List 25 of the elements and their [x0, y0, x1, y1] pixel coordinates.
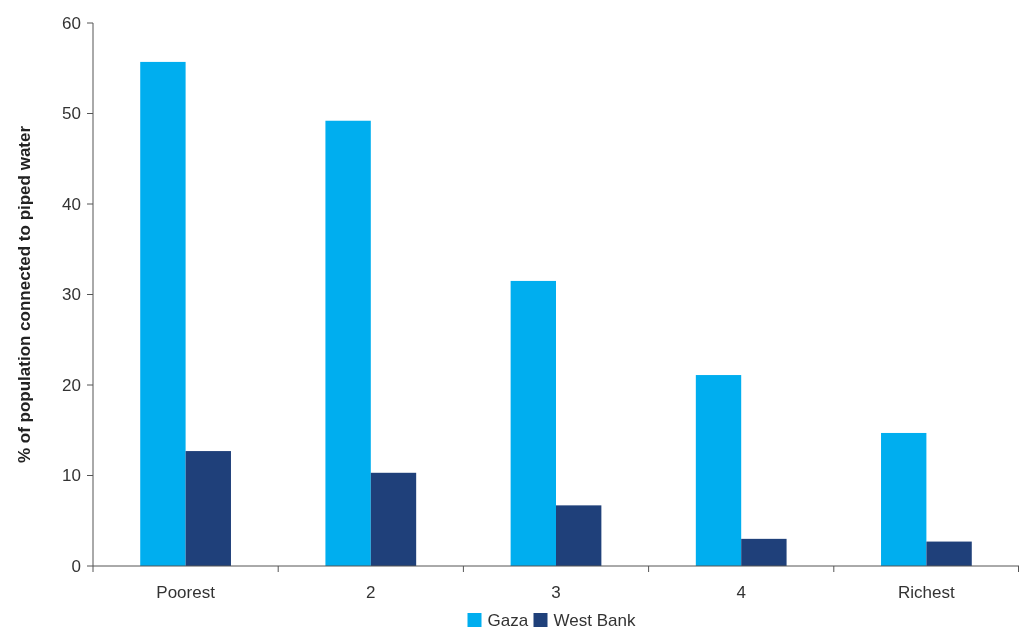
bar: [926, 541, 972, 566]
bar: [140, 61, 186, 566]
bar: [325, 120, 371, 566]
y-tick-label: 0: [71, 556, 81, 576]
legend-label: West Bank: [553, 610, 636, 630]
bar: [370, 472, 417, 566]
y-tick-label: 10: [62, 466, 81, 486]
x-tick-label: 3: [551, 583, 561, 602]
y-tick-label: 30: [62, 285, 81, 305]
x-tick-label: Richest: [898, 583, 956, 602]
bar: [185, 451, 231, 566]
y-tick-label: 60: [62, 13, 81, 33]
y-tick-label: 40: [62, 194, 81, 214]
x-tick-label: 4: [736, 583, 746, 602]
bar: [556, 505, 602, 566]
x-tick-label: Poorest: [156, 583, 216, 602]
y-axis-title: % of population connected to piped water: [15, 125, 34, 464]
legend-label: Gaza: [487, 610, 529, 630]
x-tick-label: 2: [366, 583, 376, 602]
y-tick-label: 50: [62, 104, 81, 124]
bar: [695, 375, 742, 566]
y-tick-label: 20: [62, 375, 81, 395]
bar: [881, 432, 927, 566]
bar: [510, 280, 556, 566]
bar: [741, 538, 787, 566]
